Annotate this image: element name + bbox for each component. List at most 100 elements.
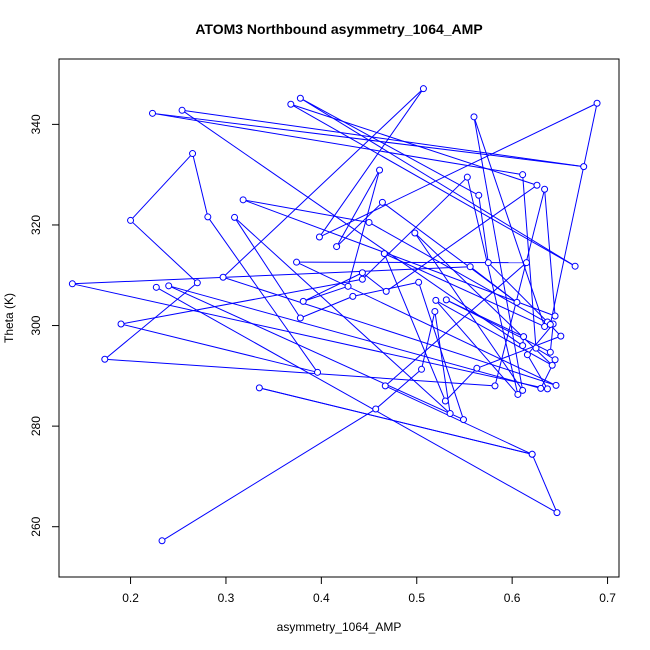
data-point — [315, 233, 323, 241]
data-point — [442, 296, 450, 304]
series-segment — [181, 109, 584, 168]
series-segment — [296, 261, 527, 264]
data-point — [376, 166, 384, 174]
series-segment — [336, 169, 380, 247]
data-point — [358, 275, 366, 283]
series-lines — [72, 88, 598, 542]
data-point — [528, 450, 536, 458]
series-segment — [494, 189, 546, 387]
data-point — [553, 509, 561, 517]
series-segment — [527, 323, 554, 356]
series-segment — [526, 354, 548, 390]
series-segment — [152, 112, 523, 176]
data-point — [557, 332, 565, 340]
data-point — [484, 259, 492, 267]
data-point — [419, 85, 427, 93]
data-point — [382, 287, 390, 295]
series-segment — [290, 103, 538, 186]
y-axis: 260 280 300 320 340 — [29, 114, 60, 537]
y-tick-label: 280 — [29, 416, 43, 436]
series-segment — [383, 253, 446, 402]
series-segment — [347, 170, 381, 287]
series-segment — [535, 347, 556, 361]
x-tick-label: 0.3 — [218, 591, 235, 605]
data-point — [415, 278, 423, 286]
data-point — [127, 216, 135, 224]
series-segment — [421, 311, 436, 370]
data-point — [459, 416, 467, 424]
data-point — [543, 385, 551, 393]
data-point — [231, 213, 239, 221]
data-point — [475, 191, 483, 199]
y-axis-label: Theta (K) — [2, 293, 16, 343]
series-segment — [414, 232, 524, 391]
series-segment — [296, 261, 557, 386]
data-point — [117, 320, 125, 328]
data-point — [158, 537, 166, 545]
data-point — [418, 365, 426, 373]
data-point — [255, 384, 263, 392]
data-point — [580, 163, 588, 171]
data-point — [411, 229, 419, 237]
data-point — [571, 262, 579, 270]
series-segment — [319, 102, 598, 238]
series-segment — [120, 323, 318, 373]
series-segment — [445, 367, 478, 402]
data-point — [378, 198, 386, 206]
data-point — [148, 109, 156, 117]
data-point — [372, 405, 380, 413]
data-point — [219, 273, 227, 281]
series-segment — [549, 103, 598, 325]
x-tick-label: 0.2 — [122, 591, 139, 605]
data-point — [551, 312, 559, 320]
y-tick-label: 300 — [29, 315, 43, 335]
data-point — [446, 410, 454, 418]
series-segment — [300, 295, 354, 319]
data-point — [541, 185, 549, 193]
x-tick-label: 0.5 — [408, 591, 425, 605]
series-segment — [222, 276, 557, 386]
data-point — [514, 390, 522, 398]
series-segment — [382, 201, 518, 303]
series-segment — [168, 285, 464, 421]
data-point — [432, 296, 440, 304]
data-point — [165, 282, 173, 290]
data-point — [365, 218, 373, 226]
data-point — [333, 243, 341, 251]
x-axis: 0.2 0.3 0.4 0.5 0.6 0.7 — [122, 576, 616, 605]
data-point — [537, 384, 545, 392]
data-point — [548, 361, 556, 369]
data-point — [349, 292, 357, 300]
series-segment — [130, 153, 193, 221]
series-segment — [434, 311, 451, 414]
data-point — [593, 99, 601, 107]
series-segment — [487, 262, 548, 323]
data-point — [441, 397, 449, 405]
series-segment — [303, 285, 349, 302]
data-point — [178, 106, 186, 114]
data-point — [152, 283, 160, 291]
data-point — [473, 364, 481, 372]
data-point — [293, 258, 301, 266]
data-point — [551, 356, 559, 364]
data-point — [470, 113, 478, 121]
y-tick-label: 260 — [29, 516, 43, 536]
data-point — [466, 263, 474, 271]
x-tick-label: 0.6 — [504, 591, 521, 605]
data-point — [522, 259, 530, 267]
series-points — [68, 85, 601, 545]
series-segment — [243, 199, 370, 223]
series-segment — [72, 283, 548, 390]
data-point — [523, 351, 531, 359]
data-point — [344, 282, 352, 290]
series-segment — [384, 253, 545, 328]
series-segment — [385, 385, 533, 455]
series-segment — [161, 408, 376, 542]
data-point — [533, 181, 541, 189]
series-segment — [104, 358, 496, 387]
series-segment — [375, 368, 422, 410]
series-segment — [384, 262, 527, 387]
series-segment — [336, 201, 383, 247]
series-segment — [156, 286, 558, 514]
